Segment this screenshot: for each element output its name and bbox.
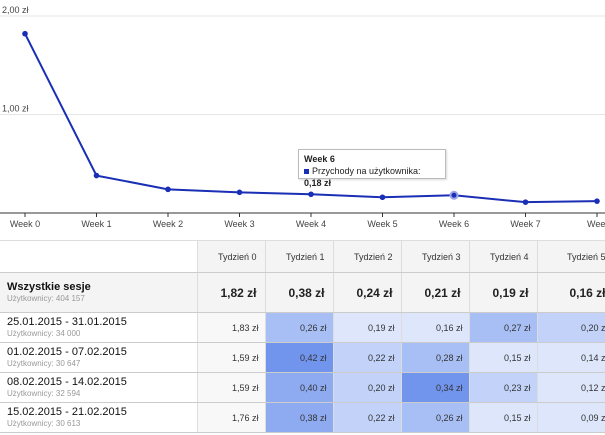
cohort-date-range: 08.02.2015 - 14.02.2015 <box>7 376 127 388</box>
x-tick-label: Week 4 <box>296 219 326 229</box>
data-point[interactable] <box>22 30 28 37</box>
cohort-value-cell[interactable]: 0,15 zł <box>469 342 538 373</box>
total-users: Użytkownicy: 404 157 <box>7 294 85 303</box>
table-row: 01.02.2015 - 07.02.2015 Użytkownicy: 30 6… <box>0 342 605 373</box>
tooltip-label: Przychody na użytkownika: <box>312 166 421 176</box>
y-tick-label: 1,00 zł <box>2 104 29 114</box>
cohort-label-cell: 01.02.2015 - 07.02.2015 Użytkownicy: 30 6… <box>0 342 198 373</box>
total-value: 0,24 zł <box>333 272 402 313</box>
table-row: 08.02.2015 - 14.02.2015 Użytkownicy: 32 5… <box>0 372 605 403</box>
data-point[interactable] <box>449 190 459 200</box>
column-header[interactable]: Tydzień 4 <box>469 240 538 273</box>
chart-tooltip: Week 6 Przychody na użytkownika: 0,18 zł <box>298 149 446 188</box>
cohort-value-cell[interactable]: 0,26 zł <box>265 312 334 343</box>
cohort-value-cell[interactable]: 0,09 zł <box>537 402 605 433</box>
x-tick-label: Week 2 <box>153 219 183 229</box>
cohort-value-cell[interactable]: 0,20 zł <box>333 372 402 403</box>
total-value: 1,82 zł <box>197 272 266 313</box>
x-tick-labels: Week 0 Week 1 Week 2 Week 3 Week 4 Week 5 Week… <box>10 219 605 229</box>
cohort-value-cell[interactable]: 0,42 zł <box>265 342 334 373</box>
x-tick-label: Week 6 <box>439 219 469 229</box>
total-value: 0,19 zł <box>469 272 538 313</box>
y-tick-label: 2,00 zł <box>2 5 29 15</box>
total-value: 0,38 zł <box>265 272 334 313</box>
cohort-value-cell[interactable]: 0,28 zł <box>401 342 470 373</box>
cohort-value-cell[interactable]: 0,26 zł <box>401 402 470 433</box>
cohort-value-cell[interactable]: 0,34 zł <box>401 372 470 403</box>
cohort-value-cell[interactable]: 0,15 zł <box>469 402 538 433</box>
cohort-users: Użytkownicy: 32 594 <box>7 389 81 398</box>
cohort-date-range: 01.02.2015 - 07.02.2015 <box>7 346 127 358</box>
cohort-label-cell: 08.02.2015 - 14.02.2015 Użytkownicy: 32 5… <box>0 372 198 403</box>
total-value: 0,21 zł <box>401 272 470 313</box>
data-point[interactable] <box>308 191 314 198</box>
cohort-value-cell[interactable]: 0,19 zł <box>333 312 402 343</box>
x-tick-label: Week 7 <box>510 219 540 229</box>
column-header[interactable]: Tydzień 2 <box>333 240 402 273</box>
cohort-value-cell[interactable]: 0,23 zł <box>469 372 538 403</box>
cohort-users: Użytkownicy: 30 613 <box>7 419 81 428</box>
cohort-value-cell[interactable]: 0,22 zł <box>333 402 402 433</box>
cohort-value-cell[interactable]: 0,12 zł <box>537 372 605 403</box>
cohort-rows: 25.01.2015 - 31.01.2015 Użytkownicy: 34 0… <box>0 312 605 433</box>
x-tick-label: Week 5 <box>367 219 397 229</box>
cohort-value-cell[interactable]: 1,59 zł <box>197 372 266 403</box>
cohort-users: Użytkownicy: 34 000 <box>7 329 81 338</box>
x-tick-label: Week 3 <box>224 219 254 229</box>
cohort-value-cell[interactable]: 0,38 zł <box>265 402 334 433</box>
x-tick-label: Week 0 <box>10 219 40 229</box>
header-blank <box>0 240 198 273</box>
y-tick-labels: 2,00 zł 1,00 zł <box>2 5 29 114</box>
gridlines <box>0 15 605 217</box>
cohort-value-cell[interactable]: 0,16 zł <box>401 312 470 343</box>
x-tick-label: Week <box>587 219 605 229</box>
column-header[interactable]: Tydzień 3 <box>401 240 470 273</box>
column-header[interactable]: Tydzień 5 <box>537 240 605 273</box>
data-point[interactable] <box>93 172 100 179</box>
total-value: 0,16 zł <box>537 272 605 313</box>
cohort-value-cell[interactable]: 0,14 zł <box>537 342 605 373</box>
cohort-value-cell[interactable]: 0,22 zł <box>333 342 402 373</box>
tooltip-value: 0,18 zł <box>304 178 332 188</box>
table-row: 15.02.2015 - 21.02.2015 Użytkownicy: 30 6… <box>0 402 605 433</box>
tooltip-row: Przychody na użytkownika: 0,18 zł <box>304 165 440 189</box>
cohort-value-cell[interactable]: 0,27 zł <box>469 312 538 343</box>
cohort-value-cell[interactable]: 1,76 zł <box>197 402 266 433</box>
table-row: 25.01.2015 - 31.01.2015 Użytkownicy: 34 0… <box>0 312 605 343</box>
cohort-label-cell: 25.01.2015 - 31.01.2015 Użytkownicy: 34 0… <box>0 312 198 343</box>
data-point[interactable] <box>379 194 386 201</box>
cohort-label-cell: 15.02.2015 - 21.02.2015 Użytkownicy: 30 6… <box>0 402 198 433</box>
tooltip-title: Week 6 <box>304 154 335 164</box>
column-header[interactable]: Tydzień 1 <box>265 240 334 273</box>
data-point[interactable] <box>165 186 171 193</box>
data-points[interactable] <box>22 30 600 205</box>
cohort-value-cell[interactable]: 0,20 zł <box>537 312 605 343</box>
data-point[interactable] <box>522 199 529 205</box>
series-marker-icon <box>304 169 309 175</box>
cohort-date-range: 15.02.2015 - 21.02.2015 <box>7 406 127 418</box>
cohort-date-range: 25.01.2015 - 31.01.2015 <box>7 316 127 328</box>
total-label-cell: Wszystkie sesje Użytkownicy: 404 157 <box>0 272 198 313</box>
cohort-value-cell[interactable]: 1,83 zł <box>197 312 266 343</box>
column-header[interactable]: Tydzień 0 <box>197 240 266 273</box>
cohort-table: Tydzień 0 Tydzień 1 Tydzień 2 Tydzień 3 … <box>0 240 605 435</box>
table-header-row: Tydzień 0 Tydzień 1 Tydzień 2 Tydzień 3 … <box>0 240 605 273</box>
cohort-value-cell[interactable]: 0,40 zł <box>265 372 334 403</box>
cohort-users: Użytkownicy: 30 647 <box>7 359 81 368</box>
data-point[interactable] <box>594 198 600 204</box>
total-title: Wszystkie sesje <box>7 281 91 293</box>
x-tick-label: Week 1 <box>81 219 111 229</box>
total-row: Wszystkie sesje Użytkownicy: 404 157 1,8… <box>0 272 605 313</box>
data-point[interactable] <box>236 189 243 196</box>
cohort-value-cell[interactable]: 1,59 zł <box>197 342 266 373</box>
